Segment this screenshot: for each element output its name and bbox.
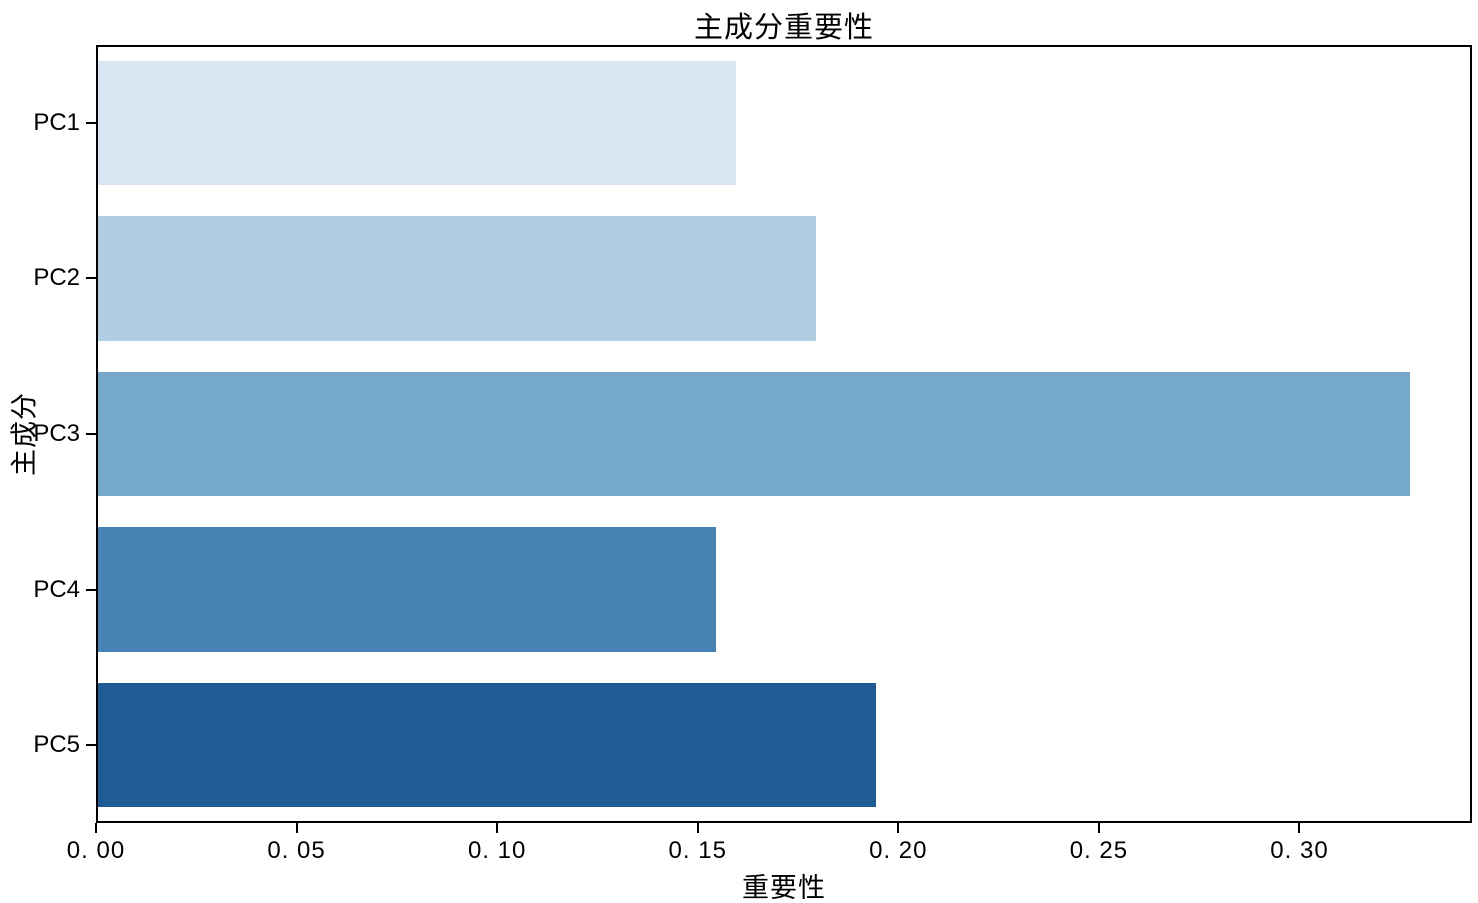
x-tick-label-2: 0. 10 bbox=[467, 837, 527, 864]
y-tick-label-pc4: PC4 bbox=[33, 575, 80, 603]
y-tick-label-pc1: PC1 bbox=[33, 108, 80, 136]
y-tick-mark-pc5 bbox=[86, 744, 96, 747]
y-tick-label-pc5: PC5 bbox=[33, 731, 80, 759]
y-tick-label-pc3: PC3 bbox=[33, 420, 80, 447]
bar-pc5 bbox=[98, 682, 877, 808]
bar-pc1 bbox=[98, 60, 736, 186]
x-tick-mark-3 bbox=[696, 823, 699, 833]
bar-pc4 bbox=[98, 527, 716, 652]
x-tick-label-1: 0. 05 bbox=[267, 837, 326, 864]
bar-pc2 bbox=[98, 216, 817, 341]
x-tick-mark-1 bbox=[295, 823, 298, 833]
x-tick-label-5: 0. 25 bbox=[1069, 837, 1129, 864]
x-tick-label-3: 0. 15 bbox=[668, 837, 727, 864]
x-tick-mark-5 bbox=[1097, 823, 1100, 833]
x-tick-label-4: 0. 20 bbox=[869, 837, 928, 864]
y-tick-mark-pc3 bbox=[86, 433, 96, 435]
y-tick-mark-pc2 bbox=[86, 277, 96, 280]
y-axis-label: 主成分 bbox=[9, 392, 40, 476]
x-tick-mark-0 bbox=[95, 823, 97, 833]
x-tick-mark-4 bbox=[897, 823, 900, 833]
y-tick-mark-pc4 bbox=[86, 588, 96, 591]
plot-area bbox=[96, 45, 1472, 823]
x-tick-mark-6 bbox=[1298, 823, 1301, 833]
y-tick-label-pc2: PC2 bbox=[33, 264, 80, 292]
y-tick-mark-pc1 bbox=[86, 121, 96, 124]
x-tick-label-6: 0. 30 bbox=[1270, 837, 1329, 864]
x-tick-mark-2 bbox=[496, 823, 499, 833]
bar-pc3 bbox=[98, 371, 1410, 497]
x-tick-label-0: 0. 00 bbox=[66, 837, 126, 864]
chart-title: 主成分重要性 bbox=[693, 12, 874, 44]
x-axis-label: 重要性 bbox=[742, 873, 826, 903]
